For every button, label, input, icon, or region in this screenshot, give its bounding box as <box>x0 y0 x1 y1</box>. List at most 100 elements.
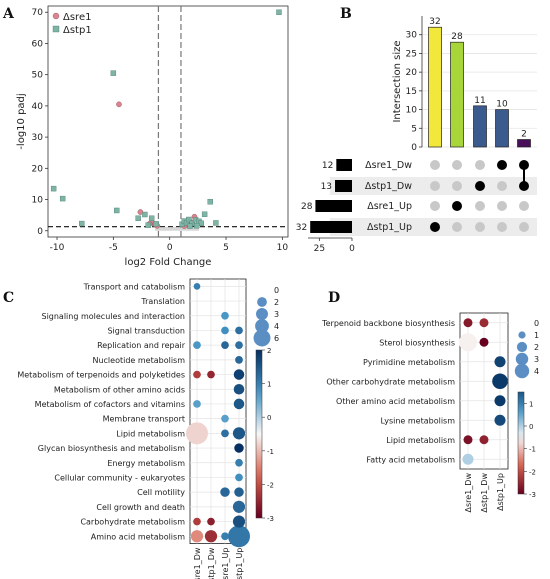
point-stp1 <box>114 207 120 214</box>
dot <box>492 373 508 390</box>
set-size-bar <box>336 159 352 171</box>
size-legend-label: 2 <box>274 298 279 307</box>
colorbar-tick-label: -3 <box>529 491 536 499</box>
x-tick-label: -5 <box>109 243 118 253</box>
x-tick-label: -10 <box>50 243 65 253</box>
column-label: Δsre1_Dw <box>464 473 473 513</box>
dot <box>494 395 506 407</box>
colorbar-tick-label: -1 <box>267 448 274 456</box>
point-stp1 <box>276 9 282 15</box>
x-axis-label: log2 Fold Change <box>125 257 212 268</box>
size-legend-dot <box>253 329 271 347</box>
colorbar-tick-label: 0 <box>529 423 533 431</box>
row-label: Metabolism of other amino acids <box>54 385 185 394</box>
row-label: Pyrimidine metabolism <box>363 358 455 367</box>
row-label: Energy metabolism <box>107 459 185 468</box>
matrix-dot-active <box>497 160 507 170</box>
set-size-value: 28 <box>301 202 313 212</box>
matrix-dot-inactive <box>497 222 507 232</box>
dot <box>235 326 243 335</box>
dot <box>193 341 201 350</box>
dot <box>232 515 246 528</box>
dot <box>232 500 246 513</box>
size-legend-label: 2 <box>534 343 539 352</box>
set-label: Δsre1_Dw <box>365 160 412 171</box>
colorbar-tick-label: -2 <box>529 468 536 476</box>
row-label: Cellular community - eukaryotes <box>54 473 185 482</box>
size-legend-dot <box>515 352 529 366</box>
point-stp1 <box>207 199 213 205</box>
y-tick-label: 70 <box>32 8 44 18</box>
intersection-value: 11 <box>474 96 485 106</box>
intersection-value: 10 <box>496 100 508 110</box>
y-tick-label: 20 <box>406 68 418 78</box>
colorbar <box>517 391 525 495</box>
dot <box>462 453 474 465</box>
dot <box>221 311 229 320</box>
dot <box>494 356 506 368</box>
point-stp1 <box>201 211 208 217</box>
intersection-bar <box>428 26 442 148</box>
colorbar-tick-label: -1 <box>529 446 536 454</box>
point-stp1 <box>50 185 57 192</box>
row-label: Fatty acid metabolism <box>366 455 455 464</box>
row-label: Metabolism of terpenoids and polyketides <box>17 371 185 380</box>
size-legend-dot <box>257 297 267 307</box>
dot <box>235 355 243 364</box>
dot <box>193 517 201 526</box>
y-axis-label: Intersection size <box>392 40 403 122</box>
dot <box>193 283 201 290</box>
column-label: Δsre1_Dw <box>193 547 202 579</box>
dot <box>193 370 201 379</box>
y-tick-label: 50 <box>32 71 44 81</box>
row-label: Other amino acid metabolism <box>336 397 455 406</box>
dot <box>193 400 201 408</box>
matrix-dot-inactive <box>452 181 462 191</box>
size-legend-dot <box>518 331 526 339</box>
matrix-dot-inactive <box>452 160 462 170</box>
y-tick-label: 15 <box>406 87 417 97</box>
dot <box>221 532 229 541</box>
set-label: Δstp1_Up <box>367 222 412 233</box>
size-legend-dot <box>514 363 530 379</box>
point-stp1 <box>110 70 117 76</box>
y-tick-label: 0 <box>37 227 43 237</box>
dot <box>494 414 506 426</box>
intersection-value: 28 <box>451 32 463 42</box>
colorbar <box>255 349 263 519</box>
matrix-dot-inactive <box>519 201 529 211</box>
row-label: Lysine metabolism <box>380 416 455 425</box>
row-label: Membrane transport <box>103 415 185 424</box>
colorbar-tick-label: 1 <box>529 400 533 408</box>
colorbar-tick-label: -2 <box>267 481 274 489</box>
y-tick-label: 30 <box>406 31 418 41</box>
dot <box>221 326 229 335</box>
row-label: Translation <box>140 297 185 306</box>
row-label: Signal transduction <box>107 326 185 335</box>
intersection-bar <box>495 109 509 148</box>
nonsig-cluster <box>155 227 199 231</box>
colorbar-tick-label: 1 <box>267 381 271 389</box>
volcano-plot: -10 -5 0 5 10 0 10 20 30 40 50 60 70 Δsre1 Δstp1 log2 F… <box>16 5 289 268</box>
dot <box>479 435 489 445</box>
point-stp1 <box>135 215 141 221</box>
point-stp1 <box>145 222 151 228</box>
intersection-value: 32 <box>429 17 440 27</box>
y-tick-label: 60 <box>32 39 44 49</box>
panel-d-letter: D <box>328 290 340 306</box>
dot <box>479 337 489 347</box>
row-label: Cell growth and death <box>96 503 185 512</box>
point-stp1 <box>186 216 192 223</box>
intersection-bar <box>473 105 487 148</box>
colorbar-tick-label: 0 <box>267 414 271 422</box>
dot <box>234 443 244 453</box>
set-label: Δsre1_Up <box>367 201 412 212</box>
legend-marker-stp1 <box>52 25 60 33</box>
dot <box>221 341 229 350</box>
set-size-bar <box>315 200 352 212</box>
column-label: Δstp1_Up <box>496 473 505 511</box>
point-stp1 <box>153 221 159 227</box>
dot <box>186 422 208 445</box>
dot <box>463 318 473 328</box>
